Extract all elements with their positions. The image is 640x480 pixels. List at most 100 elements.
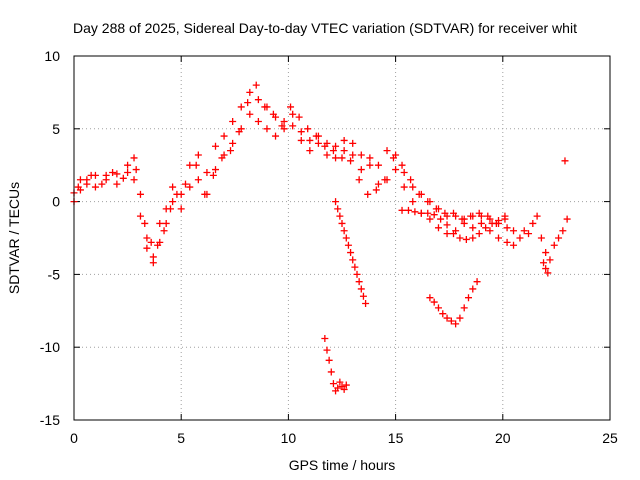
data-point — [321, 334, 329, 342]
data-point — [109, 168, 117, 176]
data-point — [342, 381, 350, 389]
data-point — [484, 212, 492, 220]
data-point — [407, 176, 415, 184]
data-point — [424, 209, 432, 217]
data-point — [550, 241, 558, 249]
data-point — [460, 304, 468, 312]
chart-title: Day 288 of 2025, Sidereal Day-to-day VTE… — [73, 20, 577, 36]
data-point — [383, 147, 391, 155]
data-point — [186, 183, 194, 191]
data-point — [91, 183, 99, 191]
data-point — [469, 285, 477, 293]
data-point — [177, 205, 185, 213]
data-point — [329, 380, 337, 388]
data-point — [327, 368, 335, 376]
series-main-trace-a — [70, 88, 518, 267]
data-point — [323, 151, 331, 159]
data-point — [344, 241, 352, 249]
data-point — [510, 227, 518, 235]
data-point — [156, 219, 164, 227]
data-point — [141, 219, 149, 227]
data-point — [166, 205, 174, 213]
data-point — [136, 190, 144, 198]
data-point — [340, 385, 348, 393]
data-point — [329, 147, 337, 155]
data-point — [130, 154, 138, 162]
data-point — [76, 176, 84, 184]
data-point — [130, 176, 138, 184]
data-point — [147, 238, 155, 246]
data-point — [563, 215, 571, 223]
data-point — [400, 168, 408, 176]
data-point — [113, 180, 121, 188]
data-point — [287, 103, 295, 111]
data-point — [169, 198, 177, 206]
data-point — [143, 244, 151, 252]
data-point — [340, 227, 348, 235]
data-point — [235, 128, 243, 136]
data-point — [366, 154, 374, 162]
data-point — [357, 151, 365, 159]
data-point — [340, 147, 348, 155]
series-main-trace-b — [70, 110, 518, 261]
series-dip-17h — [426, 278, 481, 328]
data-point — [561, 157, 569, 165]
x-tick-label: 15 — [388, 430, 404, 446]
data-point — [218, 154, 226, 162]
data-point — [304, 125, 312, 133]
data-point — [119, 174, 127, 182]
data-point — [74, 183, 82, 191]
x-tick-label: 25 — [602, 430, 618, 446]
series-late-cluster — [516, 212, 571, 264]
data-point — [351, 263, 359, 271]
data-point — [374, 161, 382, 169]
data-point — [449, 230, 457, 238]
series-dip-12h — [321, 334, 350, 395]
data-point — [194, 151, 202, 159]
data-point — [355, 278, 363, 286]
data-point — [546, 256, 554, 264]
y-tick-label: -15 — [40, 412, 60, 428]
data-point — [475, 209, 483, 217]
y-tick-label: -5 — [48, 266, 61, 282]
data-point — [486, 227, 494, 235]
data-point — [124, 168, 132, 176]
data-point — [542, 249, 550, 257]
data-point — [229, 139, 237, 147]
data-point — [495, 217, 503, 225]
data-point — [237, 103, 245, 111]
data-point — [87, 171, 95, 179]
series-late-dip — [540, 259, 552, 277]
data-point — [355, 176, 363, 184]
data-point — [443, 230, 451, 238]
data-point — [220, 132, 228, 140]
data-point — [323, 346, 331, 354]
data-point — [254, 118, 262, 126]
data-point — [469, 224, 477, 232]
series-main-trace-c — [74, 81, 509, 249]
data-point — [364, 190, 372, 198]
y-tick-label: 0 — [52, 194, 60, 210]
data-point — [181, 180, 189, 188]
data-point — [392, 166, 400, 174]
data-point — [467, 212, 475, 220]
data-point — [336, 378, 344, 386]
data-point — [398, 206, 406, 214]
data-point — [415, 190, 423, 198]
data-point — [209, 171, 217, 179]
data-points — [70, 81, 571, 395]
data-point — [501, 215, 509, 223]
data-point — [473, 278, 481, 286]
data-point — [314, 139, 322, 147]
data-point — [537, 234, 545, 242]
data-point — [441, 209, 449, 217]
data-point — [452, 320, 460, 328]
tick-labels: 0 5 10 15 20 25 10 5 0 -5 -10 -15 — [40, 48, 618, 446]
series-branch-12h — [332, 198, 370, 308]
x-tick-label: 10 — [281, 430, 297, 446]
data-point — [83, 176, 91, 184]
y-tick-label: 5 — [52, 121, 60, 137]
data-point — [186, 161, 194, 169]
data-point — [456, 314, 464, 322]
data-point — [357, 166, 365, 174]
